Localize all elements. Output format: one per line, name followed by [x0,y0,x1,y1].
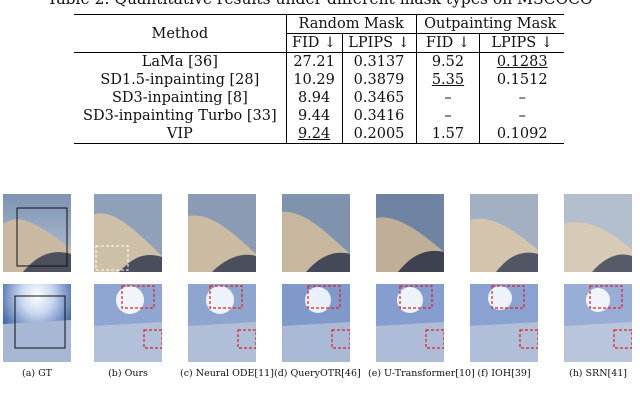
cell-om-fid: 5.35 [431,72,465,88]
label-u-transformer: (e) U-Transformer[10] [368,368,475,379]
results-table: Method Random Mask Outpainting Mask FID … [74,14,564,144]
comparison-figure: (a) GT (b) Ours (c) Neural ODE[11] (d) Q… [0,190,640,401]
u-transformer-snow-image [376,284,444,362]
table-row: LaMa [36] 27.21 0.3137 9.52 0.1283 [74,52,564,71]
label-ioh: (f) IOH[39] [477,368,531,379]
header-outpainting-mask: Outpainting Mask [415,14,564,34]
srn-dune-image [564,194,632,272]
cell-om-lpips: – [479,107,564,125]
header-om-fid: FID ↓ [415,33,480,53]
queryotr-snow-image [282,284,350,362]
cell-om-fid: – [415,107,480,125]
ours-snow-image [94,284,162,362]
label-ours: (b) Ours [108,368,148,379]
cell-om-lpips: – [479,89,564,107]
label-neural-ode: (c) Neural ODE[11] [180,368,274,379]
cell-om-lpips: 0.1092 [479,125,564,144]
cell-rm-lpips: 0.3137 [341,52,417,71]
cell-rm-fid: 9.24 [297,126,331,142]
cell-rm-lpips: 0.3879 [341,71,417,89]
cell-rm-fid: 27.21 [285,52,342,71]
cell-method: SD3-inpainting Turbo [33] [83,108,277,124]
header-rm-lpips: LPIPS ↓ [341,33,417,53]
cell-rm-lpips: 0.2005 [341,125,417,144]
cell-om-fid: 1.57 [415,125,480,144]
neural-ode-snow-image [188,284,256,362]
cell-rm-fid: 8.94 [285,89,342,107]
cell-om-fid: 9.52 [415,52,480,71]
cell-rm-lpips: 0.3416 [341,107,417,125]
gt-snow-image [3,284,71,362]
gt-dune-image [3,194,71,272]
neural-ode-dune-image [188,194,256,272]
u-transformer-dune-image [376,194,444,272]
ioh-snow-image [470,284,538,362]
table-caption: Table 2. Quantitative results under diff… [0,0,640,8]
table-row: VIP 9.24 0.2005 1.57 0.1092 [74,125,564,144]
table-row: SD3-inpainting Turbo [33] 9.44 0.3416 – … [74,107,564,125]
cell-method: SD3-inpainting [8] [111,90,248,106]
cell-rm-lpips: 0.3465 [341,89,417,107]
table-row: SD3-inpainting [8] 8.94 0.3465 – – [74,89,564,107]
ours-dune-image [94,194,162,272]
cell-method: LaMa [36] [141,54,218,70]
cell-om-lpips: 0.1283 [496,54,548,70]
label-queryotr: (d) QueryOTR[46] [274,368,361,379]
queryotr-dune-image [282,194,350,272]
header-om-lpips: LPIPS ↓ [479,33,564,53]
header-random-mask: Random Mask [285,14,417,34]
table-row: SD1.5-inpainting [28] 10.29 0.3879 5.35 … [74,71,564,89]
cell-om-fid: – [415,89,480,107]
cell-rm-fid: 9.44 [285,107,342,125]
cell-method: SD1.5-inpainting [28] [100,72,260,88]
cell-method: VIP [166,126,193,142]
header-rm-fid: FID ↓ [285,33,342,53]
srn-snow-image [564,284,632,362]
label-srn: (h) SRN[41] [568,368,628,379]
cell-om-lpips: 0.1512 [479,71,564,89]
ioh-dune-image [470,194,538,272]
cell-rm-fid: 10.29 [285,71,342,89]
label-gt: (a) GT [21,368,53,379]
header-method: Method [74,14,287,53]
